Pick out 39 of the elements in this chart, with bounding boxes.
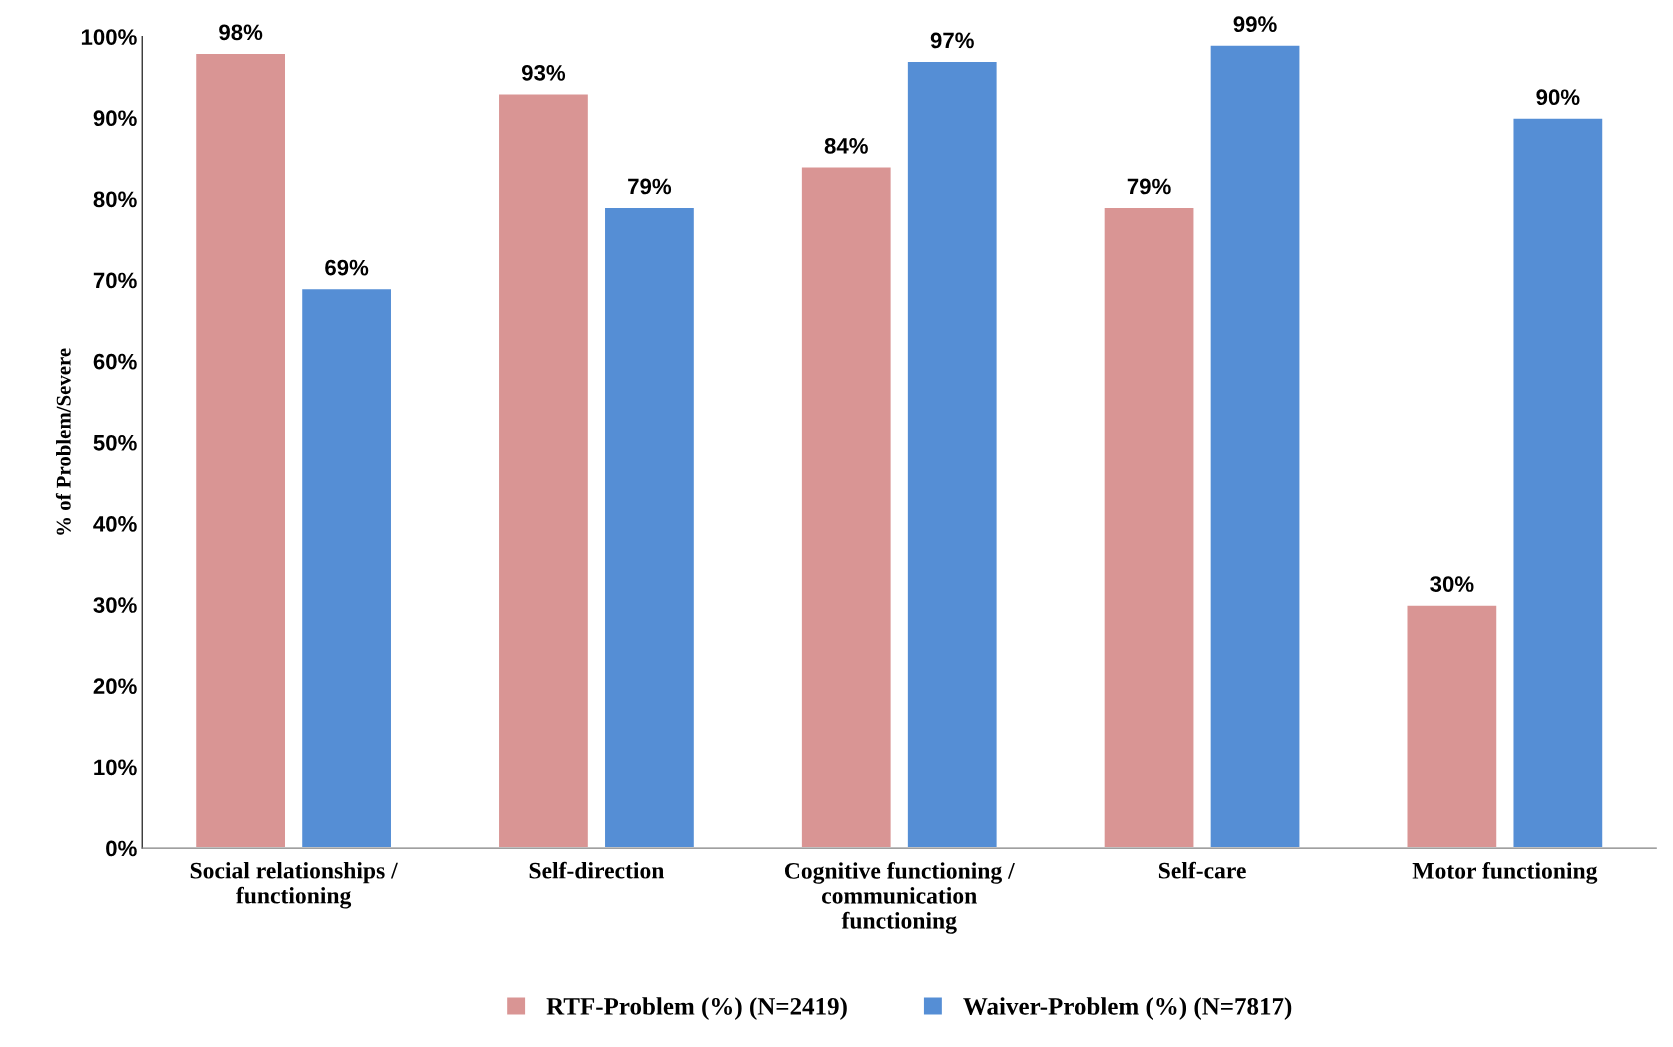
legend-label: RTF-Problem (%) (N=2419)	[546, 997, 847, 1020]
y-tick-label: 60%	[93, 353, 137, 370]
bar	[905, 59, 999, 849]
data-label: 97%	[930, 32, 974, 49]
y-tick-label: 90%	[93, 110, 137, 127]
y-axis-title: % of Problem/Severe	[55, 348, 71, 535]
y-tick-label: 100%	[81, 29, 137, 45]
data-label: 84%	[824, 138, 868, 154]
y-tick-label: 50%	[93, 434, 137, 451]
bar	[194, 51, 288, 849]
bar	[1102, 206, 1196, 849]
y-tick-label: 70%	[93, 272, 137, 289]
x-tick-label: Motor functioning	[1412, 861, 1598, 884]
bar	[799, 165, 893, 849]
data-label: 99%	[1233, 16, 1277, 33]
y-tick-label: 30%	[93, 597, 137, 613]
y-tick-label: 40%	[93, 516, 137, 532]
data-label: 90%	[1536, 89, 1580, 106]
x-tick-label: Self-care	[1158, 861, 1246, 879]
data-label: 69%	[325, 259, 369, 276]
data-label: 98%	[219, 24, 263, 41]
data-label: 79%	[1127, 178, 1171, 195]
legend-label: Waiver-Problem (%) (N=7817)	[963, 997, 1292, 1020]
bar	[602, 206, 696, 849]
x-tick-label: Cognitive functioning / communication functioning	[784, 861, 1015, 934]
data-label: 30%	[1430, 576, 1474, 592]
data-label: 79%	[628, 178, 672, 195]
x-tick-label: Social relationships / functioning	[190, 861, 398, 909]
x-tick-label: Self-direction	[529, 861, 665, 879]
bar	[300, 287, 394, 849]
y-tick-label: 10%	[94, 759, 137, 776]
bar	[1208, 43, 1302, 849]
y-tick-label: 80%	[93, 191, 137, 208]
bar	[1511, 116, 1605, 849]
data-label: 93%	[521, 64, 566, 81]
y-tick-label: 0%	[106, 840, 137, 857]
bar	[1405, 603, 1499, 849]
bar	[496, 92, 590, 849]
y-tick-label: 20%	[93, 678, 137, 695]
